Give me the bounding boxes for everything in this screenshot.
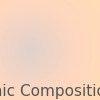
Bar	[30, 19, 40, 24]
Bar	[30, 7, 60, 12]
Bar	[30, 54, 31, 60]
Text: 213: 213	[30, 62, 57, 76]
Bar	[30, 30, 33, 36]
Bar	[30, 42, 32, 48]
Text: 31,328: 31,328	[8, 14, 62, 28]
Text: Population: Population	[0, 94, 62, 100]
Text: Racial and Ethnic Composition of Naperville: Racial and Ethnic Composition of Napervi…	[0, 84, 100, 99]
Text: 6,883: 6,883	[32, 38, 72, 52]
Text: 6: 6	[30, 74, 39, 88]
Text: 9,018: 9,018	[33, 26, 73, 40]
Text: 1,931: 1,931	[31, 50, 70, 64]
Text: 99,710: 99,710	[12, 2, 60, 16]
